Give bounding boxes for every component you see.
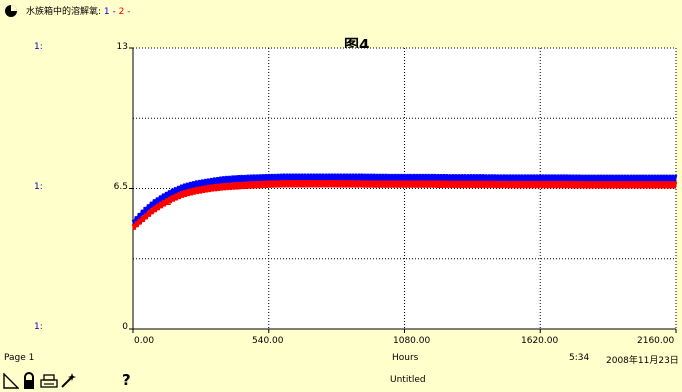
series-1-line [131,173,678,226]
time-stamp: 5:34 [569,353,590,363]
x-tick-1620: 1620.00 [521,336,559,346]
legend-label: 水族箱中的溶解氧: [26,7,102,17]
print-icon[interactable] [40,374,58,389]
x-tick-1080: 1080.00 [393,336,431,346]
legend-series-2[interactable]: 2 [118,7,125,17]
legend-dash-1: - [109,7,119,17]
x-tick-540: 540.00 [252,336,284,346]
pie-icon[interactable] [4,4,18,18]
series-2-line [131,180,678,230]
series-2-marker-4: 2 [572,181,579,192]
scale-label-mid: 1: [34,182,43,192]
y-tick-6.5: 6.5 [113,182,128,192]
help-icon[interactable]: ? [122,371,131,389]
page-corner-icon[interactable] [3,373,19,389]
x-tick-0: 0.00 [134,336,155,346]
legend: 水族箱中的溶解氧: 1 - 2 - [26,4,130,17]
legend-series-1[interactable]: 1 [103,7,110,17]
document-title: Untitled [390,375,426,385]
x-tick-2160: 2160.00 [637,336,675,346]
series-1-marker-1: 1 [142,206,149,217]
series-2-marker-2: 2 [300,180,307,191]
lock-icon[interactable] [22,372,36,390]
series-1-marker-4: 1 [537,174,544,185]
legend-dash-2: - [124,7,131,17]
y-tick-13: 13 [116,42,128,52]
scale-label-top: 1: [34,42,43,52]
x-axis-unit: Hours [392,353,419,363]
page-label: Page 1 [4,353,35,363]
wand-icon[interactable] [60,372,76,389]
date-stamp: 2008年11月23日 [606,356,679,366]
scale-label-bottom: 1: [34,322,43,332]
series-1-marker-2: 1 [265,174,272,185]
series-2-marker-1: 2 [165,197,172,208]
series-2-marker-3: 2 [436,180,443,191]
series-1-marker-3: 1 [401,174,408,185]
y-tick-0: 0 [122,322,128,332]
